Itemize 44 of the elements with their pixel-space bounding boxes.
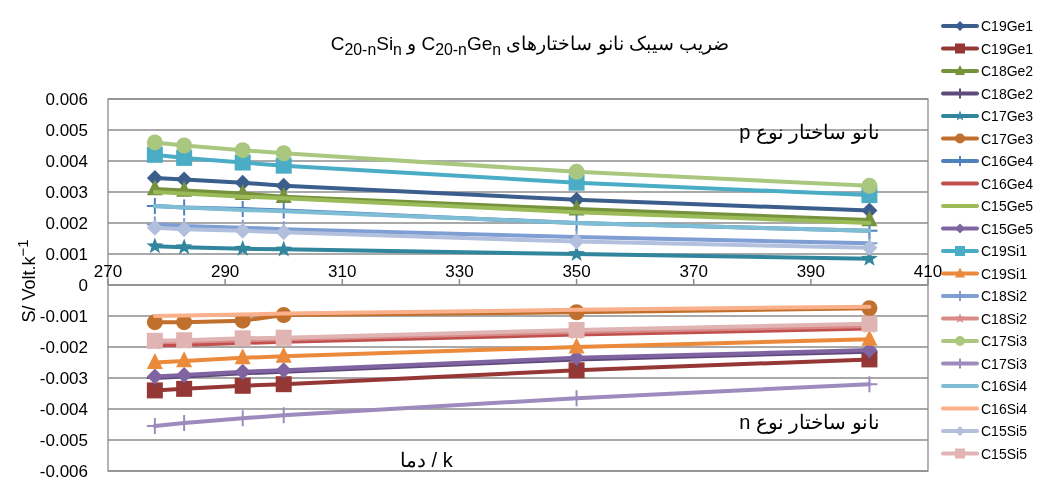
- y-tick-label: -0.005: [39, 431, 88, 450]
- legend-label: C19Si1: [981, 243, 1028, 259]
- legend-label: C19Ge1: [981, 40, 1034, 57]
- legend-label: C18Ge2: [981, 85, 1034, 102]
- y-tick-label: 0.005: [45, 121, 88, 140]
- y-tick-label: -0.002: [39, 338, 88, 357]
- y-tick-label: 0: [78, 276, 88, 295]
- legend-label: C17Si3: [981, 333, 1028, 349]
- y-tick-label: 0.006: [45, 90, 88, 109]
- legend-label: C16Ge4: [981, 175, 1034, 192]
- x-tick-label: 390: [796, 262, 826, 281]
- y-tick-label: -0.004: [39, 400, 88, 419]
- legend-label: C15Si5: [981, 423, 1028, 439]
- legend-label: C18Si2: [981, 288, 1028, 304]
- x-tick-label: 330: [445, 262, 474, 281]
- x-axis-title: دما / k: [400, 448, 453, 472]
- legend-label: C17Ge3: [981, 108, 1034, 124]
- annotation: نانو ساختار نوع p: [738, 120, 880, 144]
- legend-label: C16Ge4: [981, 153, 1034, 169]
- legend-label: C16Si4: [981, 378, 1028, 394]
- x-tick-label: 350: [562, 262, 591, 281]
- y-tick-label: 0.004: [45, 152, 88, 171]
- y-tick-label: -0.001: [39, 307, 88, 326]
- x-tick-label: 410: [913, 262, 943, 281]
- y-tick-label: 0.001: [45, 245, 88, 264]
- legend-label: C19Ge1: [981, 18, 1034, 34]
- legend-label: C16Si4: [981, 400, 1028, 417]
- y-tick-label: 0.002: [45, 214, 88, 233]
- legend-label: C15Si5: [981, 445, 1028, 462]
- y-tick-label: 0.003: [45, 183, 88, 202]
- y-tick-label: -0.006: [39, 462, 88, 481]
- x-tick-label: 270: [93, 262, 123, 281]
- y-tick-label: -0.003: [39, 369, 88, 388]
- legend-label: C18Si2: [981, 310, 1028, 327]
- x-tick-label: 310: [328, 262, 357, 281]
- x-tick-label: 290: [210, 262, 240, 281]
- x-tick-label: 370: [679, 262, 708, 281]
- legend-label: C18Ge2: [981, 63, 1034, 79]
- legend-label: C15Ge5: [981, 198, 1034, 214]
- legend-label: C15Ge5: [981, 220, 1034, 237]
- annotation: نانو ساختار نوع n: [738, 410, 880, 434]
- legend-label: C17Si3: [981, 355, 1028, 372]
- legend-label: C19Si1: [981, 265, 1028, 282]
- legend-label: C17Ge3: [981, 130, 1034, 147]
